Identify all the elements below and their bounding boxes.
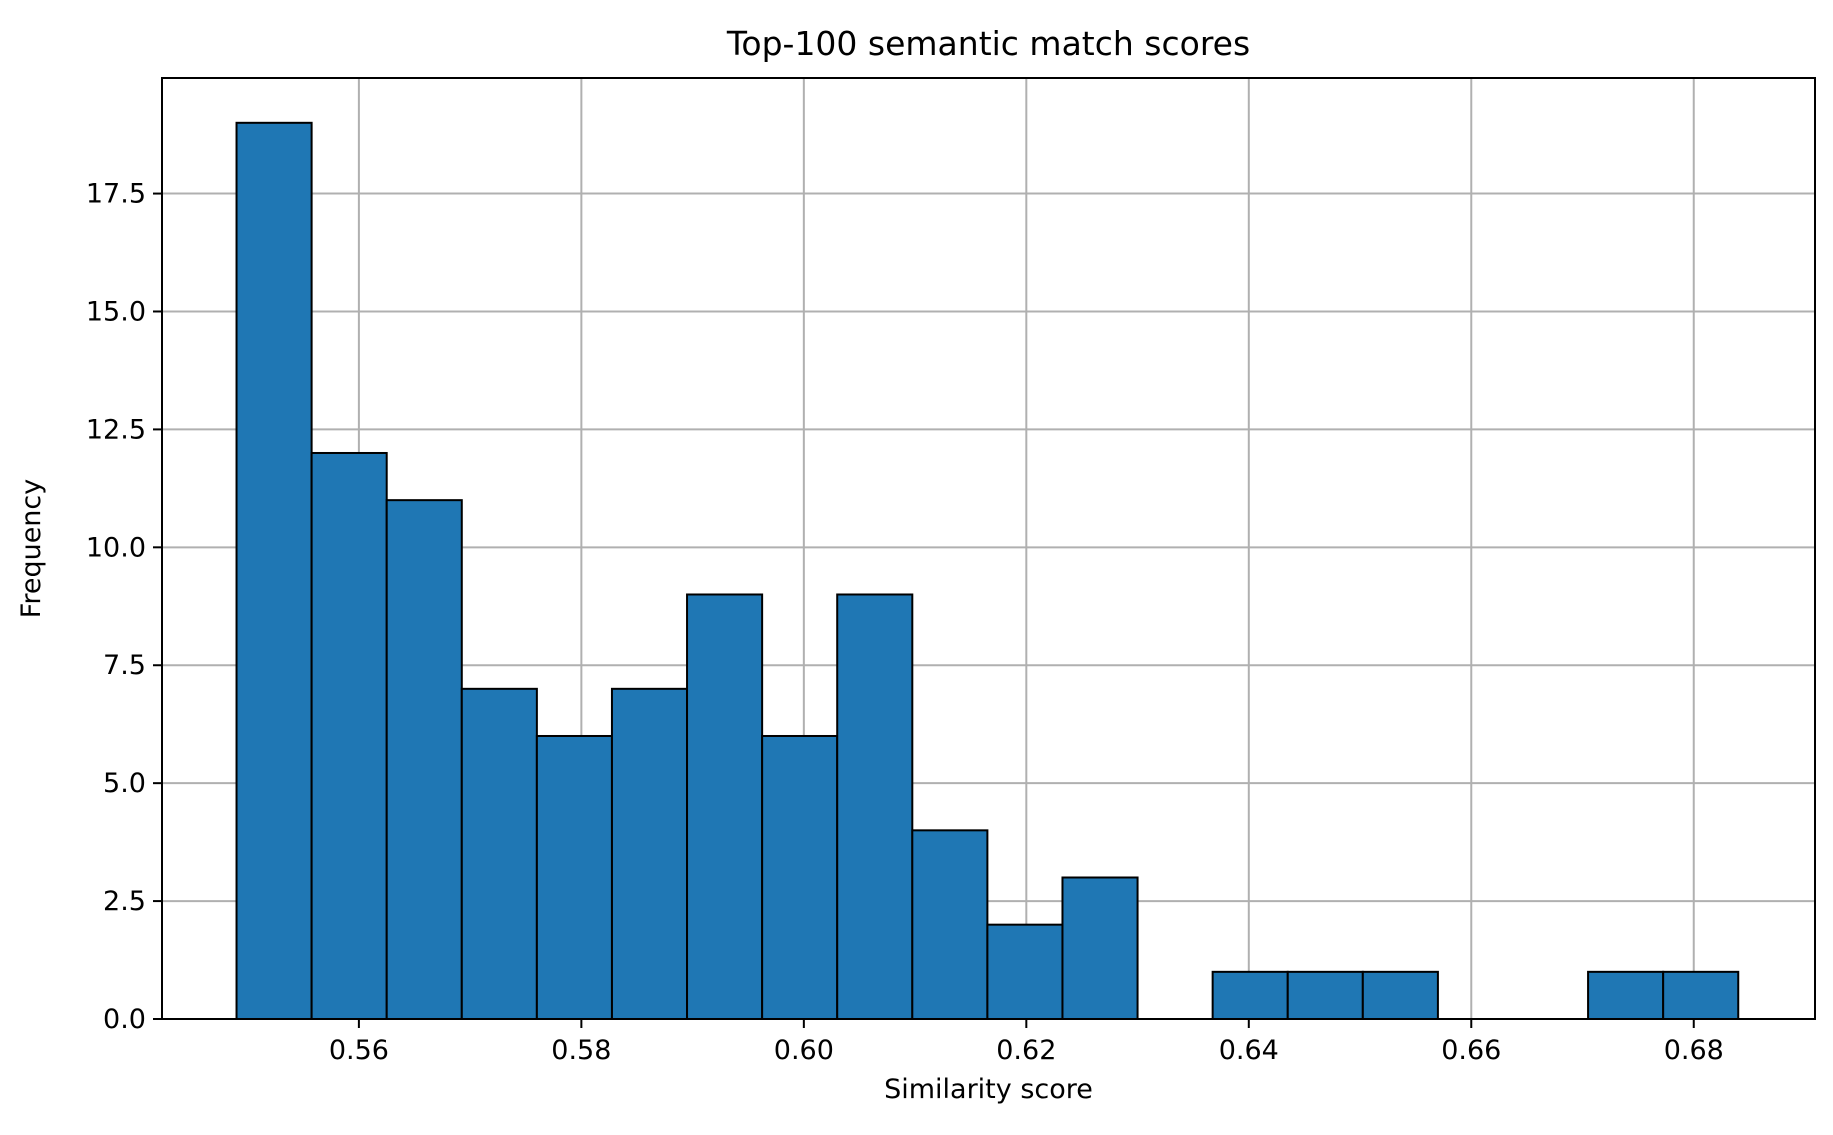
y-axis-label: Frequency — [16, 479, 47, 619]
ticks-layer: 0.56 0.58 0.60 0.62 0.64 0.66 0.68 0.0 2.5 5.0 7.5… — [86, 179, 1724, 1066]
y-tick-label: 12.5 — [86, 414, 146, 445]
histogram-bar — [1211, 970, 1289, 1021]
histogram-bar — [235, 121, 313, 1021]
histogram-bar — [385, 499, 463, 1020]
x-tick-label: 0.64 — [1219, 1035, 1279, 1066]
y-tick-label: 15.0 — [86, 296, 146, 327]
histogram-bar — [460, 687, 538, 1021]
x-tick-label: 0.68 — [1664, 1035, 1724, 1066]
histogram-bar — [986, 923, 1064, 1021]
y-tick-label: 7.5 — [103, 650, 146, 681]
x-axis-label: Similarity score — [884, 1074, 1093, 1105]
y-tick-label: 5.0 — [103, 768, 146, 799]
y-tick-label: 0.0 — [103, 1004, 146, 1035]
y-tick-label: 17.5 — [86, 179, 146, 210]
histogram-bar — [535, 734, 613, 1020]
y-tick-label: 2.5 — [103, 886, 146, 917]
y-tick-label: 10.0 — [86, 532, 146, 563]
histogram-bar — [610, 687, 689, 1021]
x-tick-label: 0.58 — [551, 1035, 611, 1066]
x-tick-label: 0.56 — [329, 1035, 389, 1066]
histogram-bar — [1662, 970, 1740, 1021]
histogram-bar — [686, 593, 764, 1020]
chart-title: Top-100 semantic match scores — [726, 24, 1250, 63]
histogram-bar — [1286, 970, 1364, 1021]
histogram-bar — [1061, 876, 1139, 1020]
bars-layer — [235, 121, 1740, 1021]
histogram-bar — [836, 593, 914, 1020]
x-tick-label: 0.66 — [1441, 1035, 1501, 1066]
histogram-bar — [1361, 970, 1439, 1021]
histogram-bar — [911, 829, 989, 1020]
histogram-bar — [310, 451, 388, 1020]
x-tick-label: 0.62 — [996, 1035, 1056, 1066]
x-tick-label: 0.60 — [774, 1035, 834, 1066]
histogram-bar — [761, 734, 839, 1020]
histogram-bar — [1587, 970, 1665, 1021]
plot-frame — [161, 77, 1816, 1020]
